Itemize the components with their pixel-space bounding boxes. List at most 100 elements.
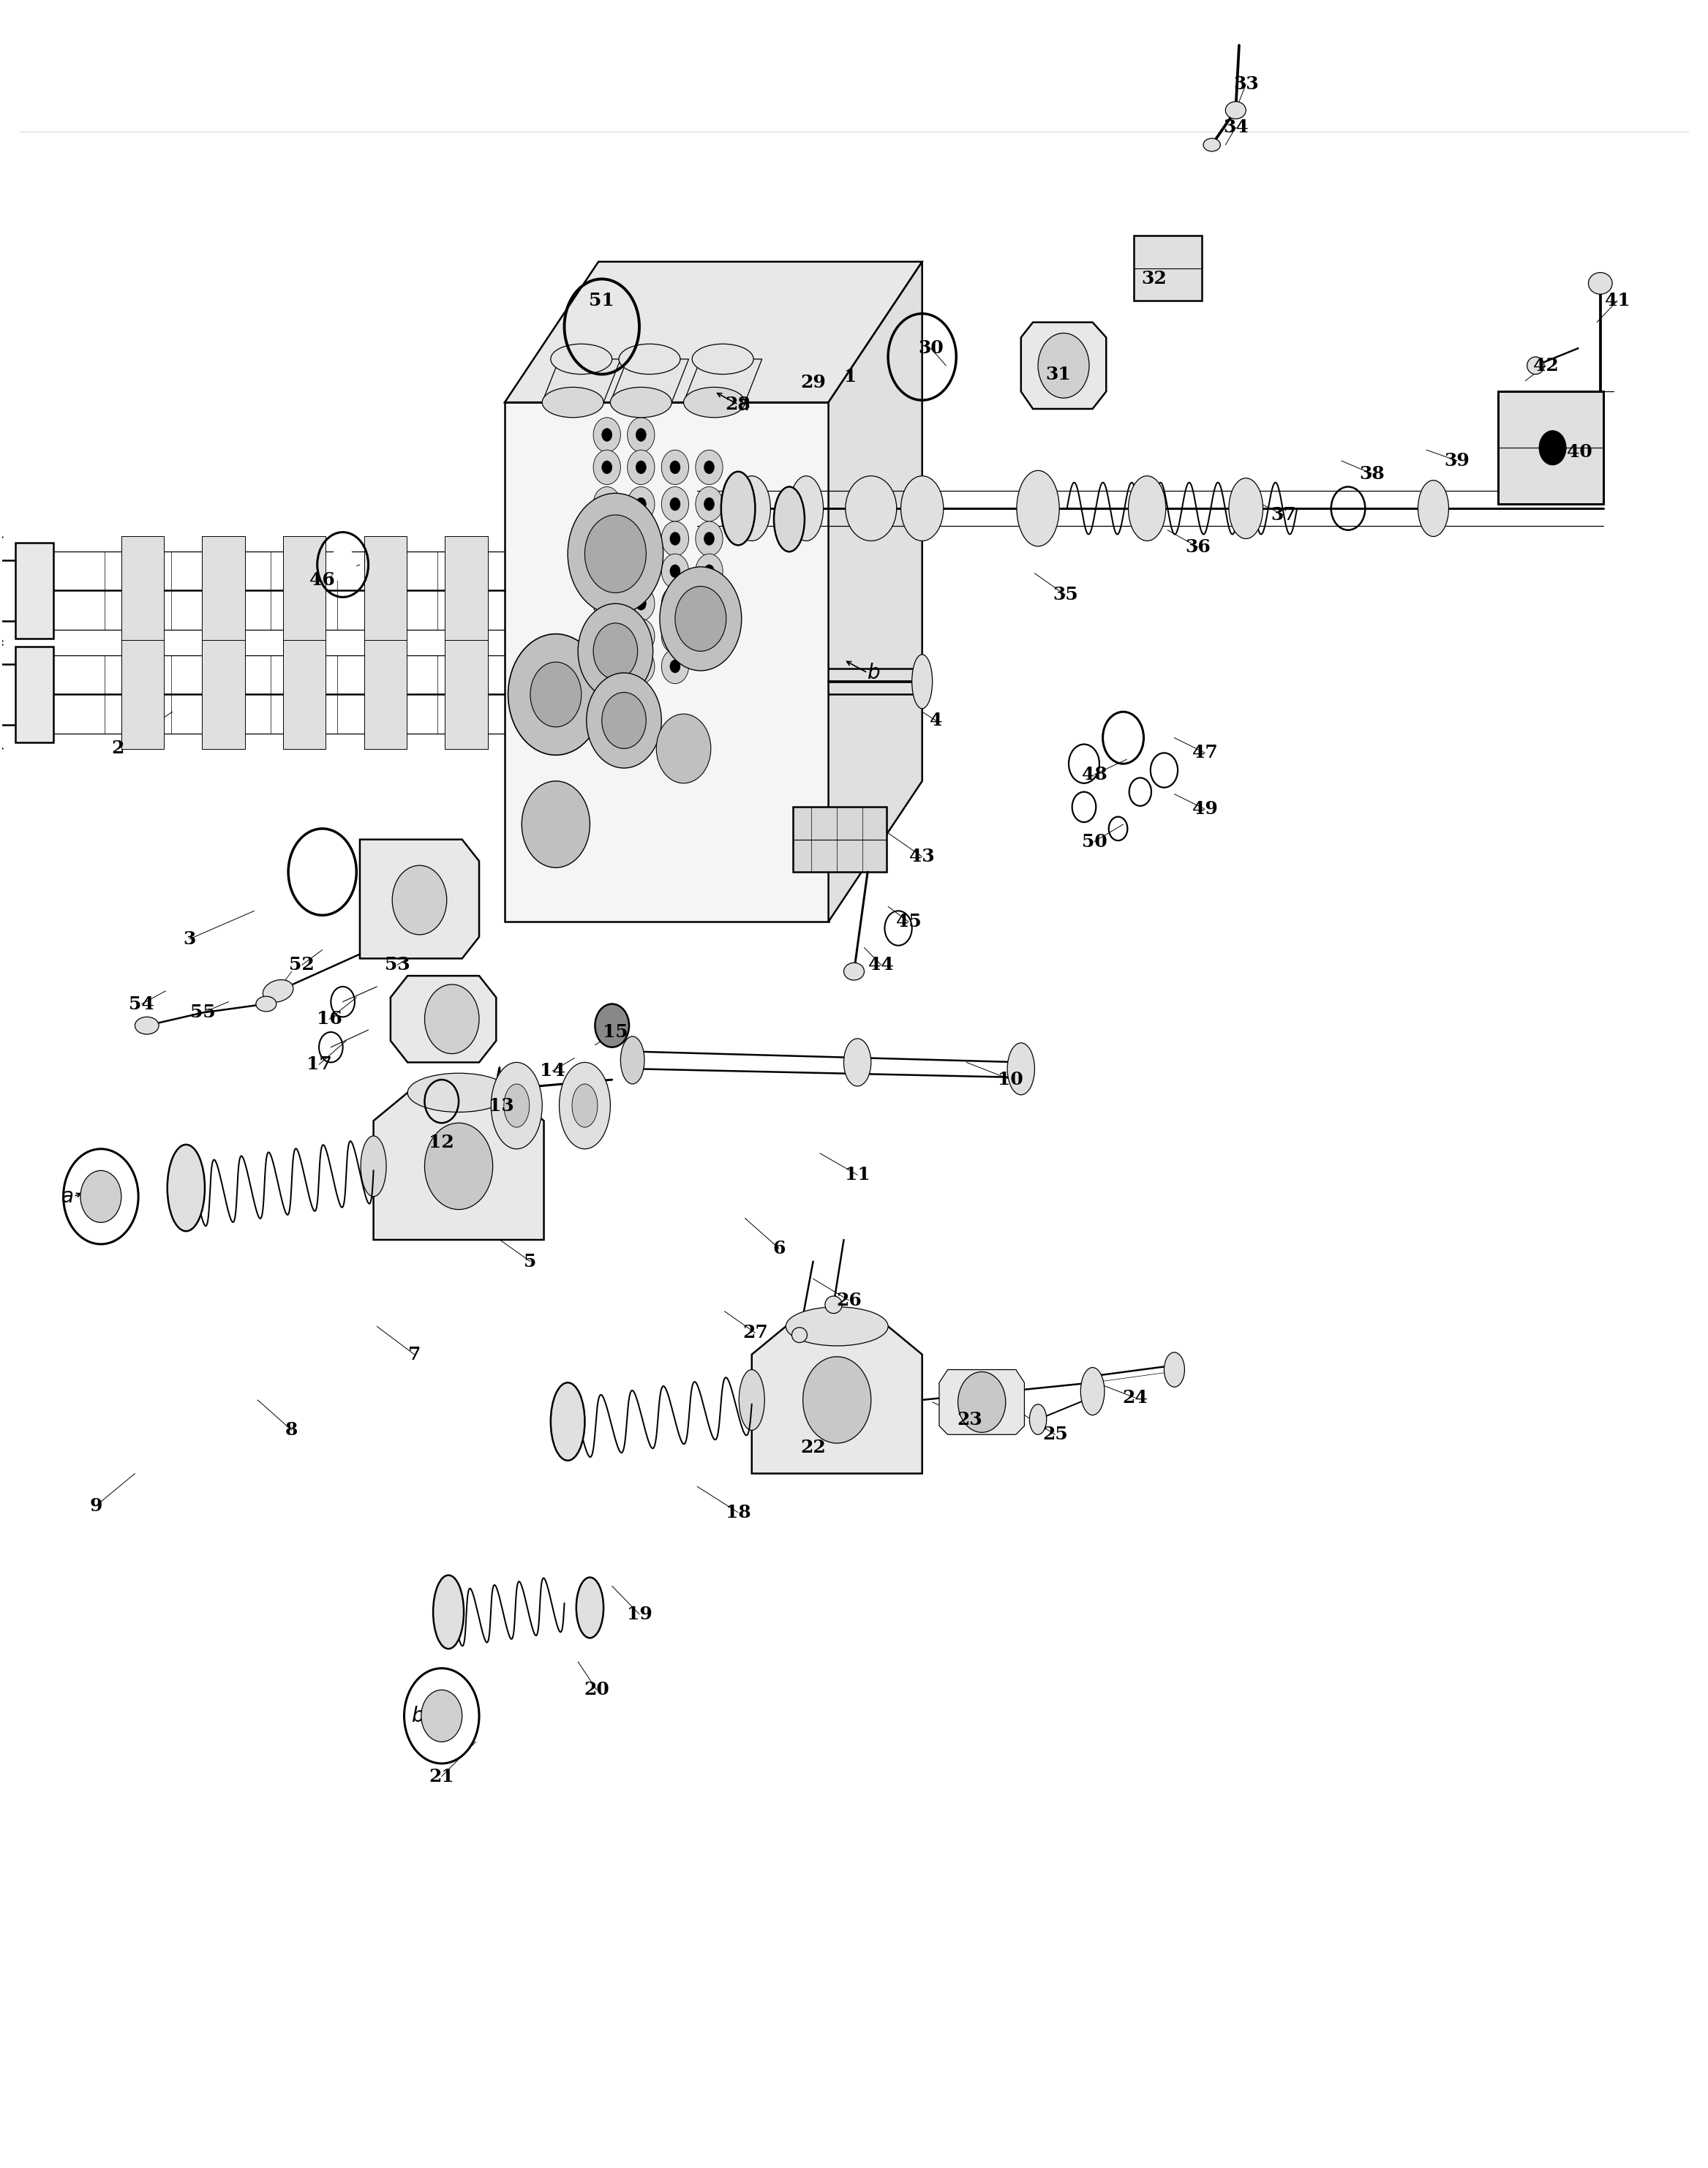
Text: 13: 13 bbox=[488, 1097, 514, 1114]
Text: 26: 26 bbox=[837, 1292, 861, 1309]
Circle shape bbox=[1038, 334, 1090, 399]
Circle shape bbox=[529, 661, 581, 726]
Text: 25: 25 bbox=[1042, 1427, 1068, 1444]
Circle shape bbox=[635, 429, 646, 442]
Polygon shape bbox=[610, 360, 688, 403]
Circle shape bbox=[593, 553, 620, 588]
FancyBboxPatch shape bbox=[284, 640, 326, 748]
Ellipse shape bbox=[1204, 139, 1220, 152]
Circle shape bbox=[635, 659, 646, 672]
FancyBboxPatch shape bbox=[1134, 236, 1202, 301]
Ellipse shape bbox=[789, 477, 823, 540]
Ellipse shape bbox=[502, 1064, 523, 1104]
Polygon shape bbox=[828, 262, 922, 921]
Text: 49: 49 bbox=[1192, 800, 1218, 817]
Ellipse shape bbox=[912, 655, 933, 709]
Ellipse shape bbox=[1418, 481, 1448, 535]
Circle shape bbox=[601, 499, 611, 509]
Text: 19: 19 bbox=[627, 1604, 652, 1624]
Text: 16: 16 bbox=[316, 1010, 342, 1028]
Text: 11: 11 bbox=[845, 1166, 869, 1184]
Circle shape bbox=[627, 520, 654, 555]
Text: 3: 3 bbox=[183, 930, 196, 947]
Circle shape bbox=[661, 648, 688, 683]
Circle shape bbox=[593, 618, 620, 653]
Circle shape bbox=[704, 564, 714, 577]
FancyBboxPatch shape bbox=[202, 640, 244, 748]
Text: 41: 41 bbox=[1604, 293, 1629, 310]
Ellipse shape bbox=[504, 1084, 529, 1127]
Ellipse shape bbox=[1129, 477, 1167, 540]
Text: 28: 28 bbox=[726, 397, 752, 414]
Ellipse shape bbox=[774, 488, 804, 551]
FancyBboxPatch shape bbox=[284, 535, 326, 646]
Circle shape bbox=[627, 648, 654, 683]
Circle shape bbox=[704, 499, 714, 509]
Circle shape bbox=[593, 488, 620, 520]
Polygon shape bbox=[360, 839, 480, 958]
Text: b: b bbox=[868, 663, 881, 683]
Text: 2: 2 bbox=[111, 739, 125, 757]
Circle shape bbox=[627, 488, 654, 520]
Text: a: a bbox=[738, 395, 750, 414]
Text: 21: 21 bbox=[429, 1767, 454, 1784]
FancyBboxPatch shape bbox=[1498, 392, 1604, 505]
Circle shape bbox=[330, 546, 357, 581]
Circle shape bbox=[704, 531, 714, 544]
Text: 7: 7 bbox=[408, 1346, 420, 1364]
Text: 35: 35 bbox=[1052, 585, 1078, 603]
Polygon shape bbox=[504, 403, 828, 921]
Ellipse shape bbox=[786, 1307, 888, 1346]
Text: 22: 22 bbox=[801, 1440, 825, 1457]
Text: 15: 15 bbox=[603, 1023, 629, 1041]
Ellipse shape bbox=[900, 477, 943, 540]
Circle shape bbox=[601, 629, 611, 642]
Text: 44: 44 bbox=[869, 956, 893, 973]
Text: 32: 32 bbox=[1141, 271, 1167, 288]
Circle shape bbox=[803, 1357, 871, 1444]
Circle shape bbox=[627, 618, 654, 653]
Circle shape bbox=[661, 451, 688, 486]
Text: 39: 39 bbox=[1445, 451, 1471, 470]
Polygon shape bbox=[391, 976, 495, 1062]
Text: 27: 27 bbox=[743, 1325, 769, 1342]
Text: 18: 18 bbox=[726, 1505, 752, 1522]
Ellipse shape bbox=[692, 345, 753, 375]
Text: 1: 1 bbox=[844, 369, 857, 386]
Text: 34: 34 bbox=[1223, 119, 1249, 137]
Ellipse shape bbox=[1008, 1043, 1035, 1095]
Circle shape bbox=[593, 520, 620, 555]
Text: 6: 6 bbox=[772, 1240, 786, 1257]
Ellipse shape bbox=[550, 345, 611, 375]
Ellipse shape bbox=[1225, 102, 1245, 119]
Circle shape bbox=[601, 531, 611, 544]
Circle shape bbox=[670, 659, 680, 672]
Ellipse shape bbox=[1228, 479, 1262, 538]
Ellipse shape bbox=[610, 388, 671, 418]
Circle shape bbox=[627, 418, 654, 453]
Circle shape bbox=[601, 692, 646, 748]
FancyBboxPatch shape bbox=[202, 535, 244, 646]
Text: 5: 5 bbox=[524, 1253, 536, 1270]
Ellipse shape bbox=[572, 1084, 598, 1127]
Text: 50: 50 bbox=[1081, 833, 1107, 850]
Ellipse shape bbox=[1016, 470, 1059, 546]
FancyBboxPatch shape bbox=[364, 640, 407, 748]
Circle shape bbox=[627, 585, 654, 620]
Ellipse shape bbox=[263, 980, 294, 1002]
Text: 52: 52 bbox=[289, 956, 314, 973]
Polygon shape bbox=[1021, 323, 1107, 410]
FancyBboxPatch shape bbox=[15, 542, 53, 637]
Circle shape bbox=[507, 633, 603, 754]
Circle shape bbox=[425, 984, 480, 1054]
Circle shape bbox=[670, 564, 680, 577]
Ellipse shape bbox=[576, 1578, 603, 1639]
Text: 33: 33 bbox=[1233, 76, 1259, 93]
Text: 24: 24 bbox=[1122, 1390, 1148, 1407]
Text: 17: 17 bbox=[306, 1056, 331, 1073]
Text: 40: 40 bbox=[1568, 442, 1592, 462]
Text: 42: 42 bbox=[1534, 358, 1558, 375]
Circle shape bbox=[635, 499, 646, 509]
Text: 55: 55 bbox=[190, 1004, 215, 1021]
Circle shape bbox=[670, 596, 680, 609]
